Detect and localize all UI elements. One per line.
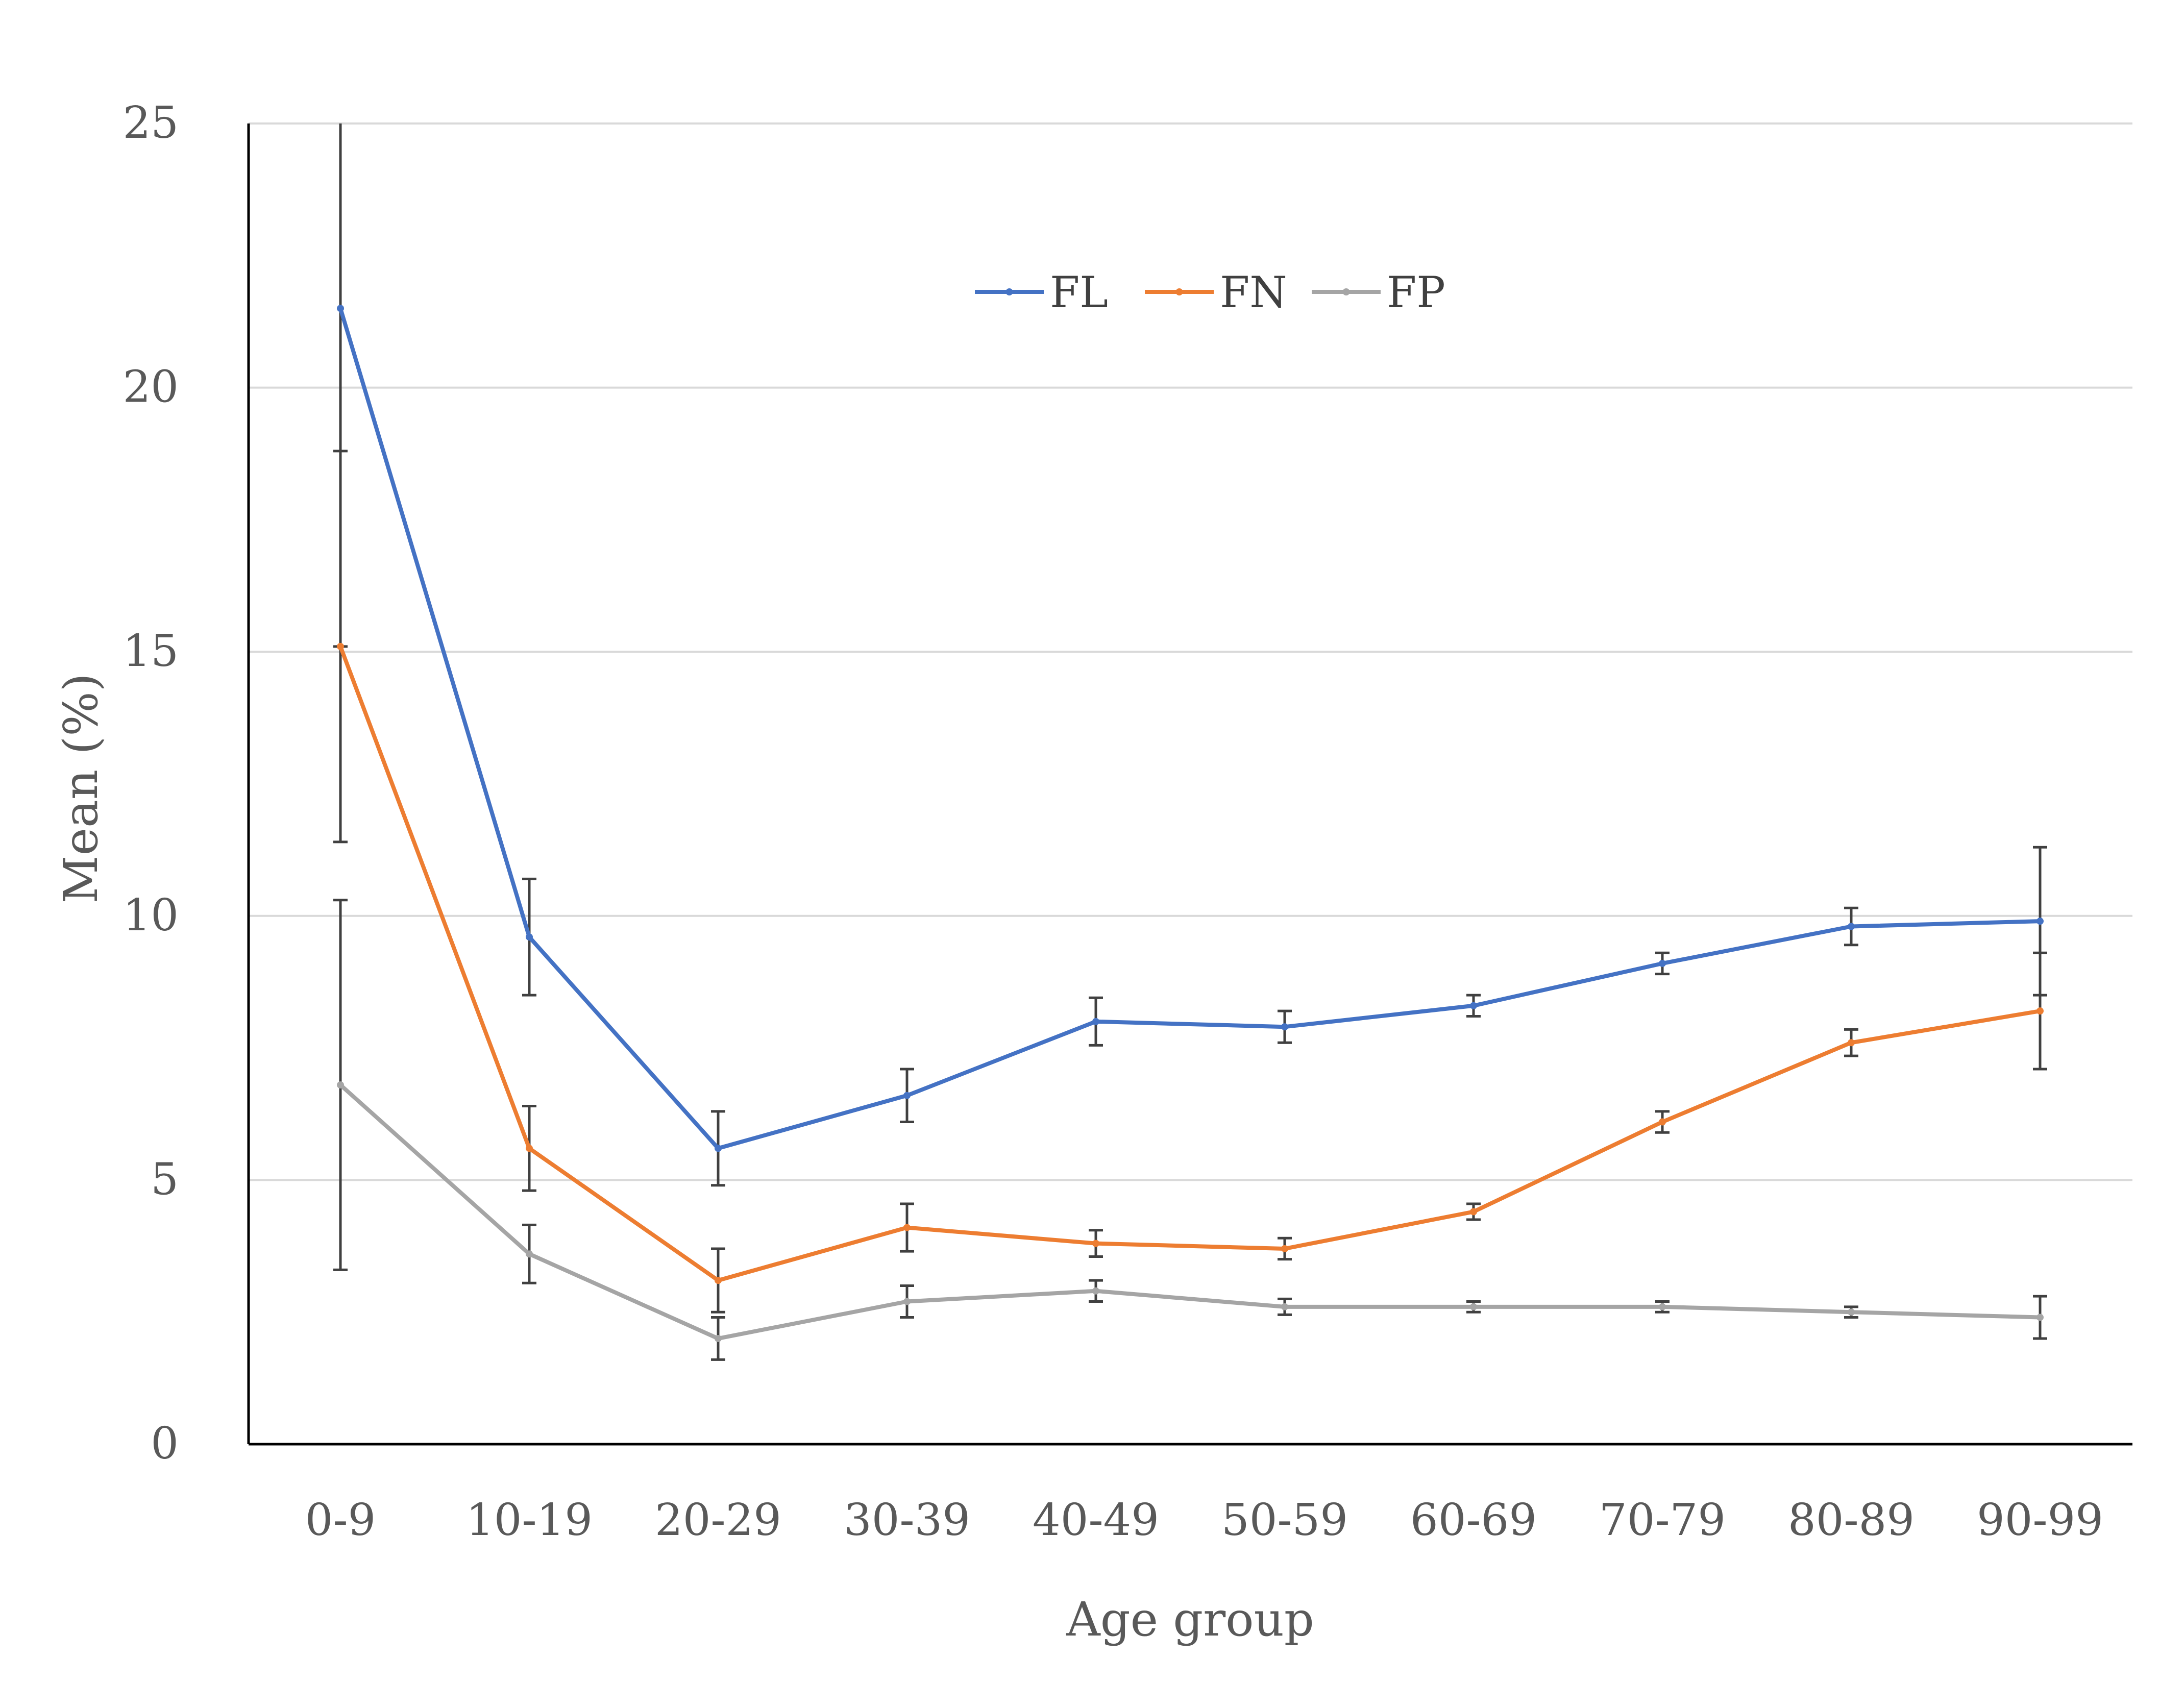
y-tick-label: 10 [123,890,179,941]
series-lines [337,305,2044,1342]
data-point-fp [715,1334,722,1342]
x-tick-label: 40-49 [1033,1495,1159,1546]
error-bars [333,123,2047,1361]
data-point-fn [1848,1039,1855,1047]
legend-label-fp: FP [1387,267,1445,317]
data-point-fl [1470,1002,1477,1009]
series-line-fl [338,306,2042,1151]
data-point-fl [1281,1023,1288,1031]
data-point-fl [526,933,533,941]
legend: FL FN FP [975,267,1445,317]
data-point-fp [2036,1314,2044,1321]
data-point-fp [903,1298,911,1305]
x-tick-label: 10-19 [466,1495,593,1546]
data-point-fp [1659,1303,1666,1310]
data-point-fp [1848,1308,1855,1316]
y-tick-label: 20 [123,362,179,413]
data-point-fl [1659,959,1666,967]
x-tick-label: 60-69 [1410,1495,1537,1546]
legend-marker-fp [1342,288,1350,295]
y-axis-title: Mean (%) [54,673,108,903]
data-point-fp [337,1081,344,1089]
y-tick-label: 5 [151,1154,179,1205]
data-point-fl [2036,918,2044,925]
data-point-fp [526,1250,533,1258]
data-point-fl [715,1145,722,1152]
data-point-fp [1092,1287,1099,1295]
gridlines [249,122,2132,1181]
tick-labels: 0 5 10 15 20 25 0-9 10-19 20-29 30-39 40-49 50-59 60… [123,97,2103,1546]
x-axis-title: Age group [1066,1592,1314,1647]
legend-label-fl: FL [1050,267,1108,317]
data-point-fl [903,1092,911,1099]
data-point-fn [337,642,344,650]
data-point-fp [1281,1303,1288,1310]
data-point-fl [1848,923,1855,930]
axes [247,123,2132,1446]
x-tick-label: 20-29 [655,1495,781,1546]
x-tick-label: 80-89 [1788,1495,1915,1546]
series-line-fn [338,644,2042,1283]
data-point-fn [1281,1245,1288,1252]
data-point-fl [337,305,344,312]
data-point-fn [1470,1208,1477,1216]
data-point-fn [526,1145,533,1152]
y-tick-label: 0 [151,1418,179,1469]
series-line-fp [338,1083,2042,1341]
y-tick-label: 25 [123,97,179,148]
legend-marker-fl [1005,288,1013,295]
data-point-fn [903,1224,911,1231]
legend-marker-fn [1175,288,1183,295]
x-tick-label: 30-39 [844,1495,970,1546]
x-tick-label: 70-79 [1599,1495,1726,1546]
data-point-fl [1092,1018,1099,1025]
y-tick-label: 15 [123,626,179,677]
data-point-fn [1092,1240,1099,1247]
data-point-fn [715,1277,722,1284]
legend-label-fn: FN [1220,267,1287,317]
data-point-fp [1470,1303,1477,1310]
data-point-fn [1659,1118,1666,1126]
x-tick-label: 50-59 [1221,1495,1348,1546]
data-point-fn [2036,1007,2044,1015]
x-tick-label: 90-99 [1977,1495,2103,1546]
x-tick-label: 0-9 [305,1495,376,1546]
